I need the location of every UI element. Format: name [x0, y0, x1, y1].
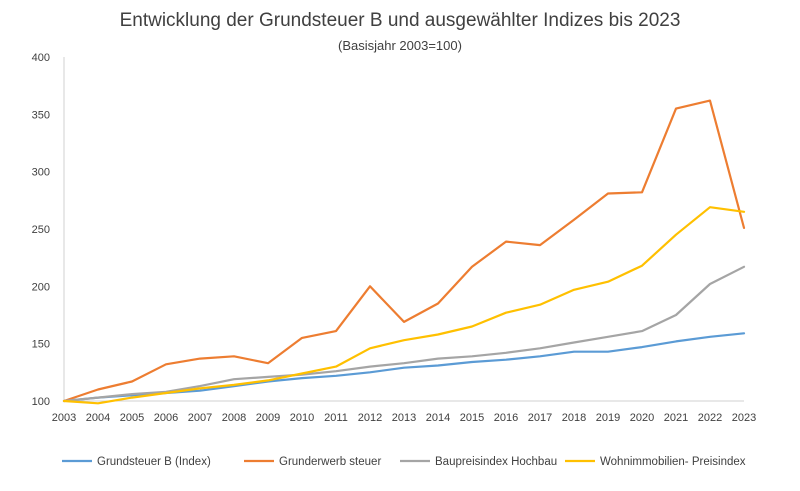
chart-title: Entwicklung der Grundsteuer B und ausgew…: [119, 10, 681, 31]
x-tick-label: 2021: [664, 412, 688, 424]
legend-label: Grunderwerb steuer: [279, 456, 381, 468]
legend-label: Grundsteuer B (Index): [97, 456, 211, 468]
x-tick-label: 2017: [528, 412, 552, 424]
series-line-4: [62, 206, 746, 405]
x-tick-label: 2015: [460, 412, 484, 424]
y-tick-label: 100: [32, 396, 50, 408]
x-tick-label: 2018: [562, 412, 586, 424]
x-tick-label: 2012: [358, 412, 382, 424]
x-tick-label: 2008: [222, 412, 246, 424]
x-tick-label: 2003: [52, 412, 76, 424]
x-tick-label: 2007: [188, 412, 212, 424]
legend-label: Wohnimmobilien- Preisindex: [600, 456, 746, 468]
x-tick-label: 2010: [290, 412, 314, 424]
x-tick-label: 2005: [120, 412, 144, 424]
x-tick-label: 2006: [154, 412, 178, 424]
series-line-2: [62, 99, 746, 403]
y-tick-label: 400: [32, 52, 50, 64]
series-line-3: [62, 265, 746, 403]
x-tick-label: 2016: [494, 412, 518, 424]
x-tick-label: 2023: [732, 412, 756, 424]
x-tick-label: 2013: [392, 412, 416, 424]
y-tick-label: 150: [32, 339, 50, 351]
x-tick-label: 2004: [86, 412, 110, 424]
legend-label: Baupreisindex Hochbau: [435, 456, 557, 468]
chart-subtitle: (Basisjahr 2003=100): [338, 38, 462, 53]
x-tick-label: 2019: [596, 412, 620, 424]
y-tick-label: 200: [32, 281, 50, 293]
y-tick-label: 350: [32, 109, 50, 121]
x-tick-label: 2020: [630, 412, 654, 424]
x-tick-label: 2022: [698, 412, 722, 424]
x-tick-label: 2014: [426, 412, 450, 424]
y-tick-label: 300: [32, 167, 50, 179]
x-tick-label: 2009: [256, 412, 280, 424]
y-tick-label: 250: [32, 224, 50, 236]
x-tick-label: 2011: [324, 412, 348, 424]
